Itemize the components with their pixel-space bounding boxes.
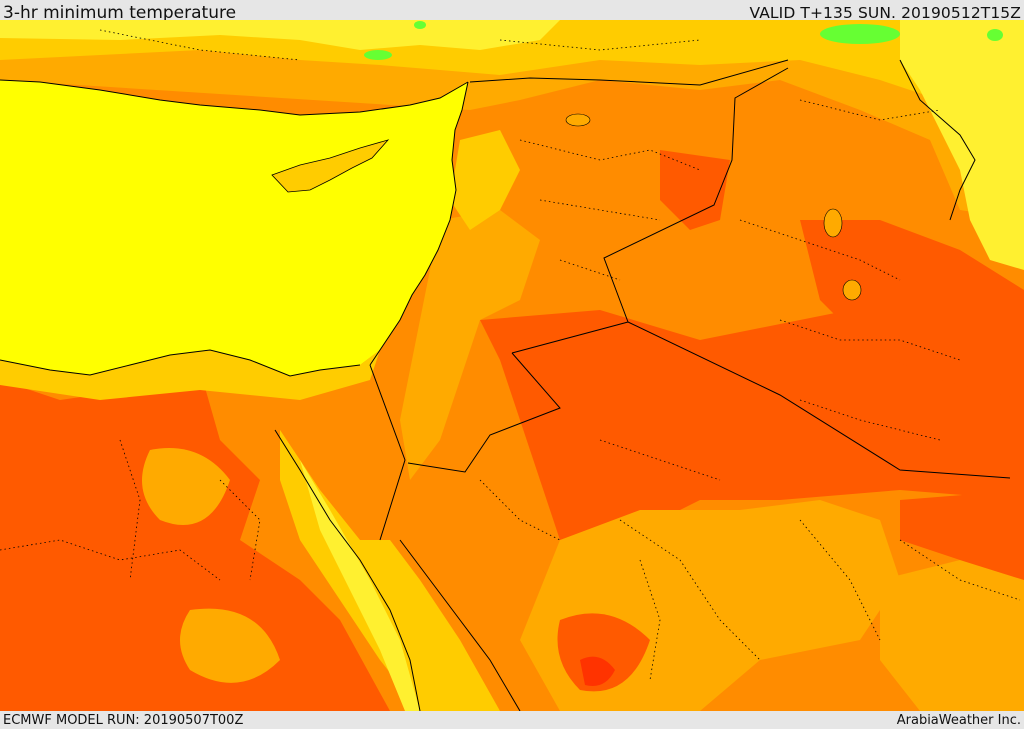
coastline-aqaba xyxy=(399,539,521,711)
model-run-label: ECMWF MODEL RUN: 20190507T00Z xyxy=(3,713,244,728)
coastline-south xyxy=(0,349,361,377)
green-patch-2 xyxy=(987,29,1003,41)
red-sea-zone xyxy=(280,430,500,711)
north-lighter-zone xyxy=(0,20,1024,140)
temperature-map xyxy=(0,20,1024,711)
coastal-band xyxy=(0,350,380,400)
north-light-zone xyxy=(0,20,1024,220)
map-title: 3-hr minimum temperature xyxy=(3,3,237,23)
red-hot-spot xyxy=(580,656,615,686)
egypt-light-patch-2 xyxy=(180,608,280,683)
valid-time-label: VALID T+135 SUN. 20190512T15Z xyxy=(749,4,1021,22)
credit-label: ArabiaWeather Inc. xyxy=(896,713,1021,728)
levant-pale-zone xyxy=(450,130,520,230)
green-patch-4 xyxy=(414,21,426,29)
northeast-pale-zone xyxy=(900,20,1024,270)
country-borders xyxy=(0,59,1011,711)
border-turkey-syria xyxy=(469,59,789,86)
border-jordan-saudi xyxy=(627,321,1011,479)
coastline-north xyxy=(0,79,469,116)
coastline-sinai-red-sea xyxy=(274,429,421,711)
south-east-dark-zone xyxy=(900,490,1024,580)
green-patch-1 xyxy=(820,24,900,44)
lake-3 xyxy=(842,279,862,301)
cyprus xyxy=(271,139,390,193)
levant-light-zone xyxy=(400,210,540,480)
coastline-east xyxy=(369,81,469,366)
border-jordan-saudi-west xyxy=(407,352,561,473)
south-amber-zone-2 xyxy=(880,560,1024,711)
egypt-dark-zone xyxy=(0,370,390,711)
lake-2 xyxy=(823,208,843,238)
red-sea-inner xyxy=(300,460,420,711)
south-dark-zone xyxy=(557,613,650,692)
lake-1 xyxy=(565,113,591,127)
arabia-dark-zone xyxy=(480,300,1024,540)
border-sinai xyxy=(369,364,406,541)
green-patch-3 xyxy=(364,50,392,60)
iraq-dark-zone xyxy=(800,220,1024,400)
egypt-light-patch xyxy=(142,448,230,525)
syria-dark-zone xyxy=(660,150,730,230)
province-borders xyxy=(0,29,1021,681)
border-iraq-iran xyxy=(899,59,976,221)
